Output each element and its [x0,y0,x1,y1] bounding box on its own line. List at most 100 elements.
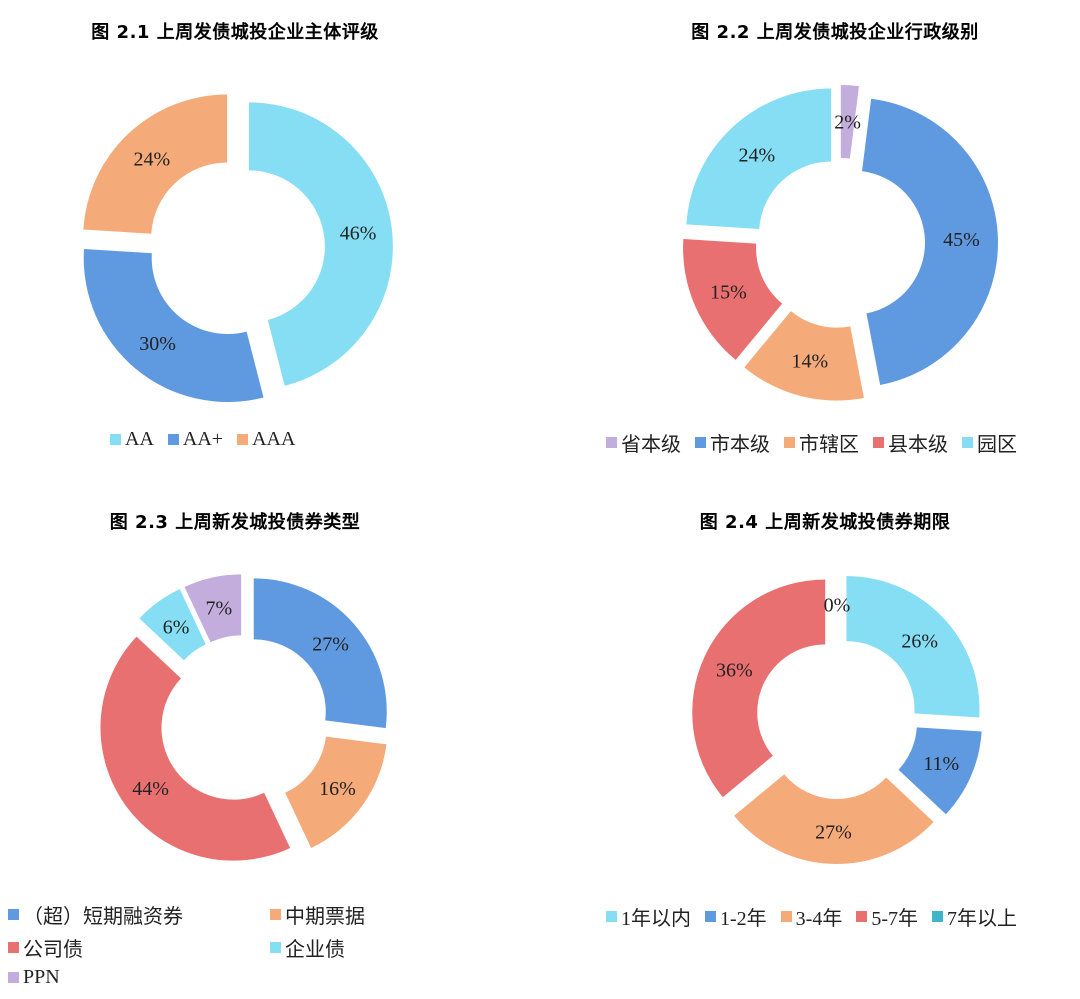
slice-value-label: 24% [738,144,775,166]
legend-label: AA+ [182,428,224,450]
legend-label: AA [125,428,154,450]
donut-slice [253,578,387,729]
legend-item: 市本级 [695,428,770,457]
slice-value-label: 7% [205,597,232,619]
slice-value-label: 24% [133,148,170,170]
legend-item: 省本级 [606,428,681,457]
legend-label: 市本级 [710,434,770,456]
legend-swatch [705,911,716,922]
slice-value-label: 0% [824,595,851,617]
slice-value-label: 45% [943,229,980,251]
legend-label: PPN [23,966,60,988]
legend-item: 企业债 [270,933,420,962]
legend-swatch [606,911,617,922]
legend-item: 县本级 [873,428,948,457]
chart-panel-bond-term: 图 2.4 上周新发城投债券期限 26% 11% 27% 36% 0% 1年以内 1-2年… [540,490,1080,995]
legend-label: 1年以内 [621,908,691,930]
legend-swatch [780,911,792,922]
chart-legend: 省本级 市本级 市辖区 县本级 园区 [606,428,1031,457]
legend-swatch [110,434,121,445]
donut-slice [248,102,393,386]
legend-swatch [8,942,19,953]
donut-slice [692,579,826,798]
donut-slice [285,736,387,848]
legend-swatch [237,434,249,445]
legend-item: AA+ [167,428,224,451]
legend-label: 县本级 [888,434,948,456]
legend-swatch [695,437,706,448]
legend-label: 5-7年 [871,908,919,930]
donut-slice [686,88,832,230]
donut-slice [898,727,982,815]
donut-slice [744,311,864,401]
slice-value-label: 14% [791,351,828,373]
donut-slice [840,85,859,159]
donut-chart: 46% 30% 24% [83,94,393,403]
chart-title: 图 2.1 上周发债城投企业主体评级 [91,22,379,43]
donut-chart: 2% 45% 14% 15% 24% [683,85,998,401]
legend-swatch [8,972,19,983]
legend-item: 园区 [962,428,1017,457]
donut-slice [862,98,998,386]
chart-legend: （超）短期融资券 中期票据公司债 企业债 PPN [8,900,428,999]
slice-value-label: 36% [716,660,753,682]
slice-value-label: 27% [815,821,852,843]
slice-value-label: 11% [923,753,959,775]
slice-value-label: 2% [834,112,861,134]
chart-title: 图 2.3 上周新发城投债券类型 [109,512,361,533]
legend-item: （超）短期融资券 [8,900,270,929]
legend-item: PPN [8,966,270,989]
slice-value-label: 44% [132,778,169,800]
chart-title: 图 2.2 上周发债城投企业行政级别 [691,22,979,43]
legend-item: 市辖区 [784,428,859,457]
donut-slice [846,576,980,718]
legend-swatch [167,434,179,445]
slice-value-label: 6% [163,617,190,639]
legend-item: 1年以内 [606,902,691,931]
legend-item: 中期票据 [270,900,420,929]
legend-item: AA [110,428,154,451]
legend-label: AAA [252,428,296,450]
legend-label: 中期票据 [285,906,365,928]
legend-label: 3-4年 [795,908,843,930]
donut-slice [683,239,783,360]
legend-swatch [270,909,281,920]
legend-label: 1-2年 [720,908,767,930]
legend-swatch [606,437,617,448]
legend-label: 园区 [977,434,1017,456]
legend-item: AAA [237,428,295,451]
legend-item: 3-4年 [780,902,843,931]
donut-slice [184,574,242,643]
legend-swatch [784,437,795,448]
legend-swatch [8,909,19,920]
chart-panel-bond-type: 图 2.3 上周新发城投债券类型 27% 16% 44% 6% 7% （超）短期融资券 中… [0,490,540,995]
legend-label: 7年以上 [947,908,1018,930]
chart-legend: AA AA+ AAA [110,428,309,451]
legend-label: 市辖区 [799,434,859,456]
donut-slice [734,774,934,864]
legend-label: （超）短期融资券 [23,906,183,928]
donut-chart: 27% 16% 44% 6% 7% [100,574,387,861]
legend-swatch [270,942,281,953]
donut-slice [139,589,206,661]
chart-legend: 1年以内 1-2年 3-4年 5-7年 7年以上 [606,902,1031,931]
legend-label: 公司债 [23,939,83,961]
donut-slice [100,636,291,861]
donut-slice [83,94,228,234]
legend-swatch [962,437,973,448]
slice-value-label: 30% [139,333,176,355]
chart-title: 图 2.4 上周新发城投债券期限 [699,512,951,533]
slice-value-label: 27% [312,634,349,656]
legend-item: 5-7年 [856,902,918,931]
slice-value-label: 46% [340,223,377,245]
legend-item: 7年以上 [932,902,1017,931]
donut-chart: 26% 11% 27% 36% 0% [692,576,982,864]
slice-value-label: 16% [319,778,356,800]
legend-label: 省本级 [621,434,681,456]
legend-label: 企业债 [285,939,345,961]
legend-item: 1-2年 [705,902,767,931]
slice-value-label: 26% [901,630,938,652]
donut-slice [83,248,264,403]
chart-panel-admin-level: 图 2.2 上周发债城投企业行政级别 2% 45% 14% 15% 24% 省本级 市本级… [540,0,1080,480]
legend-swatch [932,911,944,922]
